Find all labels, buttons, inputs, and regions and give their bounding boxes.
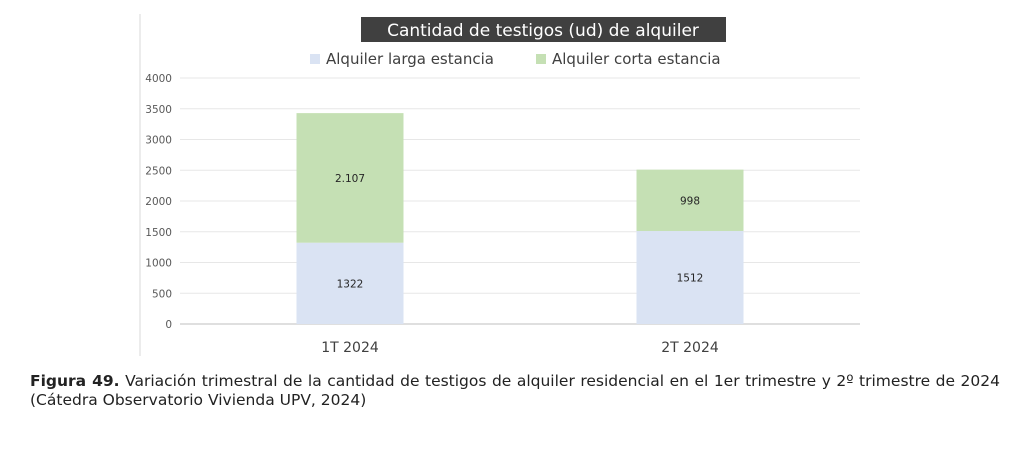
y-tick-label: 4000: [145, 73, 172, 85]
y-tick-label: 1000: [145, 258, 172, 270]
y-tick-label: 3000: [145, 135, 172, 147]
y-axis: 0 500 1000 1500 2000 2500 3000 3500 4000: [145, 73, 172, 331]
legend-label: Alquiler corta estancia: [552, 50, 721, 68]
legend-label: Alquiler larga estancia: [326, 50, 494, 68]
legend-swatch: [310, 54, 320, 64]
chart-title-background: [361, 17, 726, 42]
y-tick-label: 3500: [145, 104, 172, 116]
chart-title: Cantidad de testigos (ud) de alquiler: [387, 21, 699, 41]
data-label: 1322: [337, 278, 364, 290]
figure-caption: Figura 49. Variación trimestral de la ca…: [30, 372, 1000, 410]
chart-legend: Alquiler larga estancia Alquiler corta es…: [310, 50, 721, 68]
chart-area: Cantidad de testigos (ud) de alquiler Al…: [139, 14, 860, 356]
x-tick-label: 2T 2024: [661, 340, 719, 356]
x-axis: 1T 2024 2T 2024: [321, 340, 719, 356]
y-tick-label: 1500: [145, 227, 172, 239]
x-tick-label: 1T 2024: [321, 340, 379, 356]
bar-corta-1: [296, 113, 404, 243]
stacked-bar-chart: Cantidad de testigos (ud) de alquiler Al…: [139, 14, 860, 356]
figure-caption-label: Figura 49.: [30, 372, 120, 390]
y-tick-label: 0: [165, 319, 172, 331]
y-tick-label: 500: [152, 288, 172, 300]
bar-larga-1: [296, 242, 404, 324]
data-label: 998: [680, 195, 700, 207]
figure-caption-text: Variación trimestral de la cantidad de t…: [30, 372, 1000, 409]
y-tick-label: 2500: [145, 165, 172, 177]
bar-larga-2: [636, 231, 744, 324]
y-tick-label: 2000: [145, 196, 172, 208]
data-label: 1512: [677, 273, 704, 285]
chart-bars: 1322 2.107 1512 998: [296, 113, 744, 324]
bar-corta-2: [636, 169, 744, 232]
chart-gridlines: [180, 77, 860, 325]
legend-swatch: [536, 54, 546, 64]
data-label: 2.107: [335, 173, 365, 185]
